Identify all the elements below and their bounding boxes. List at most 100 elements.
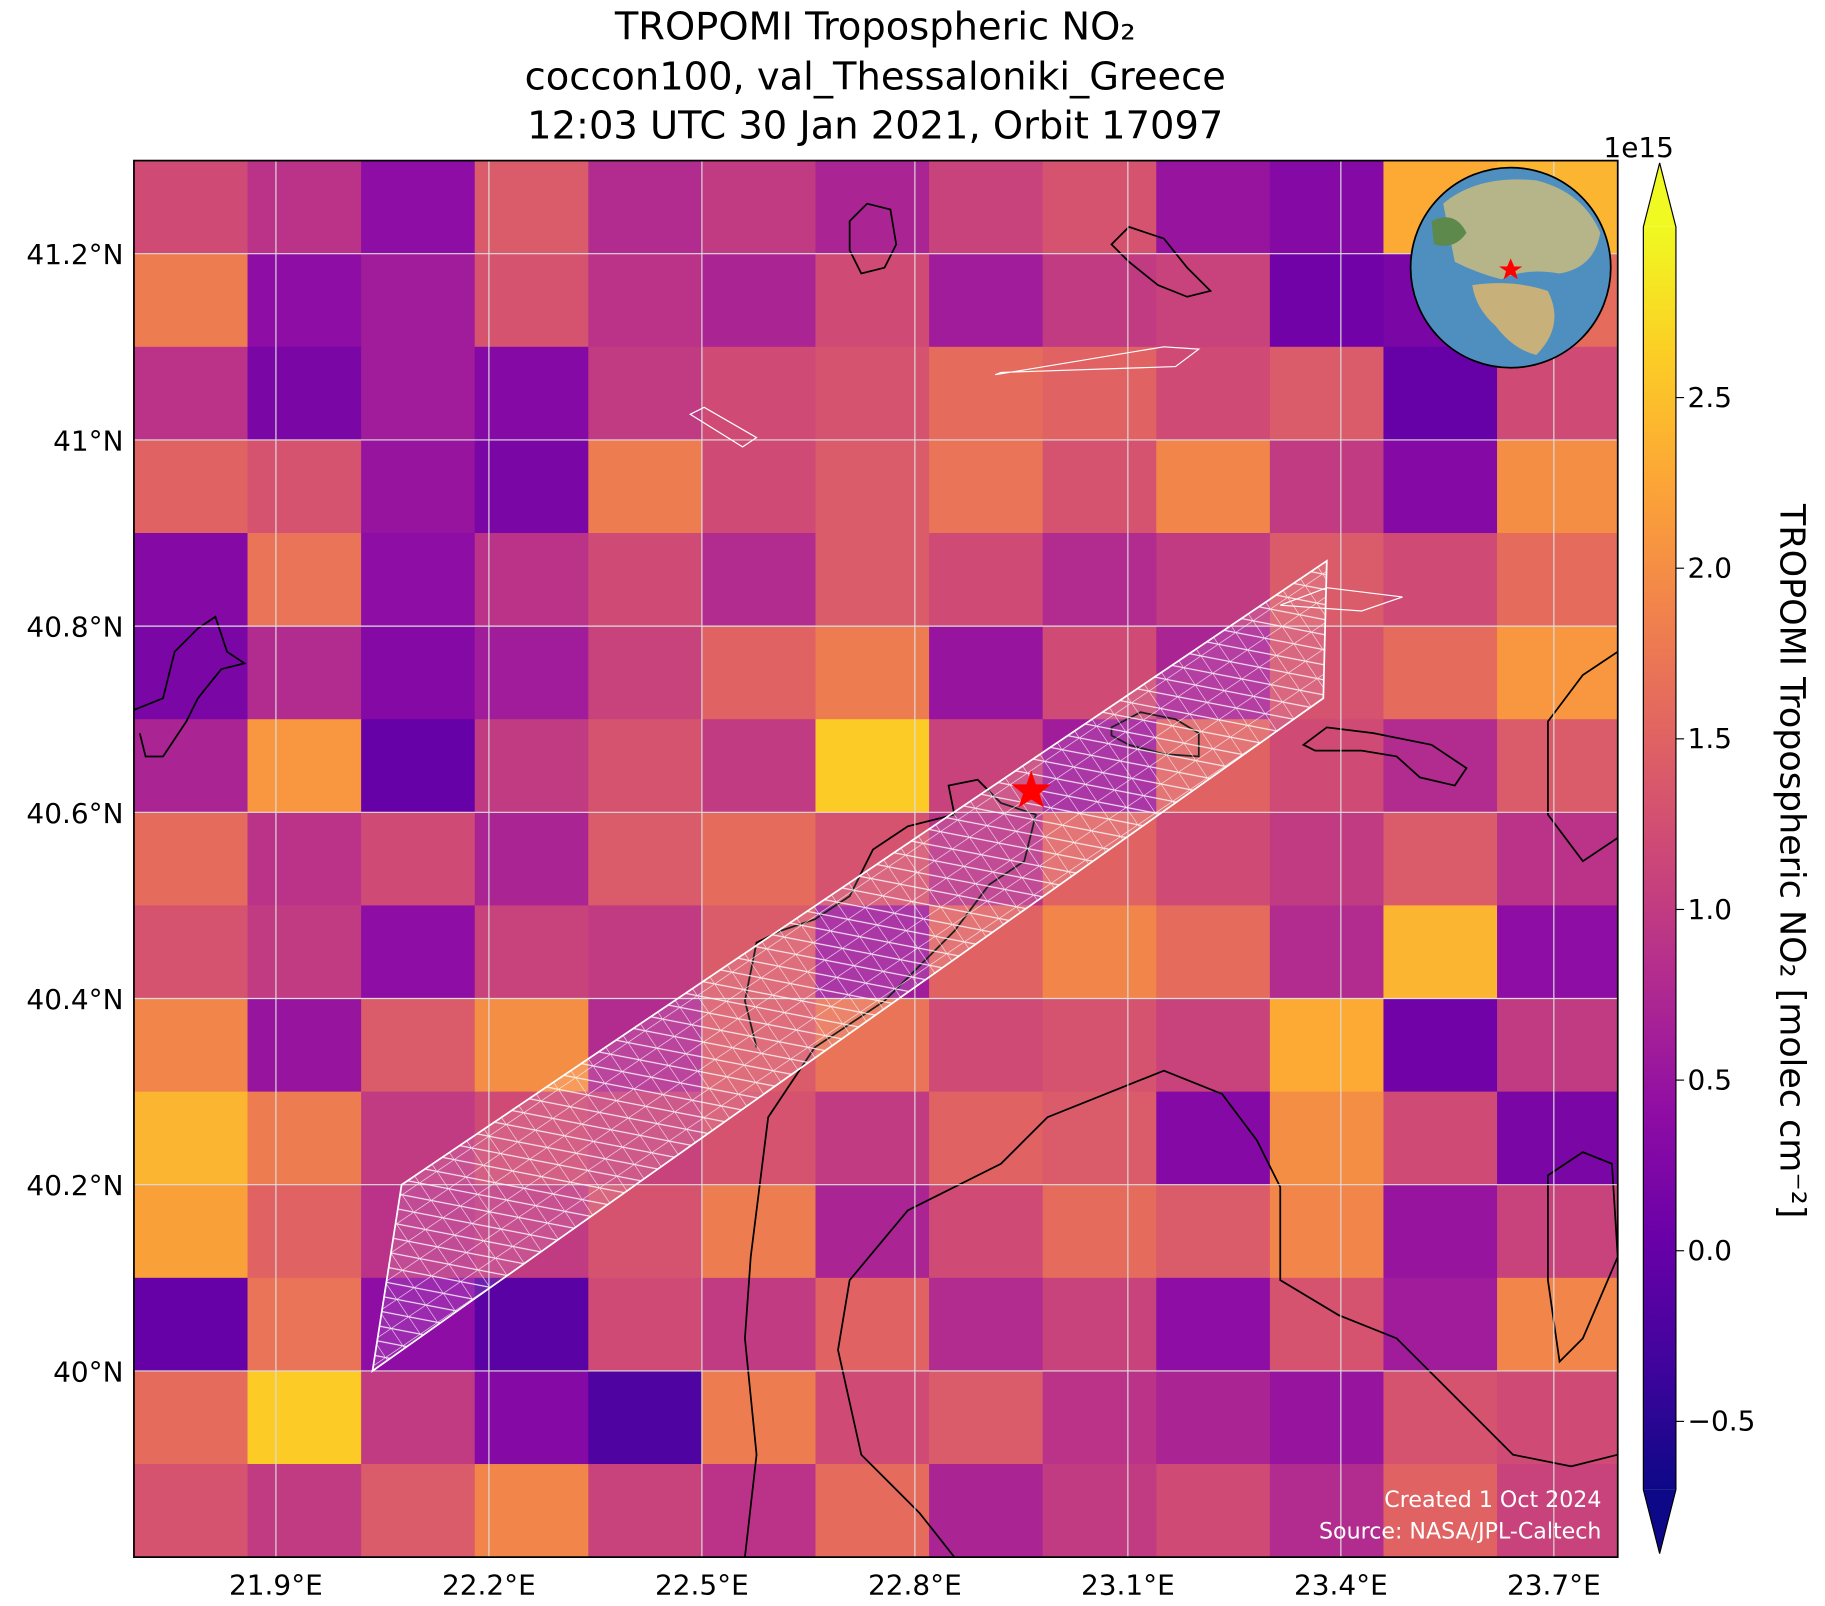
- no2-cell: [929, 1370, 1044, 1465]
- no2-cell: [247, 1370, 362, 1465]
- no2-cell: [247, 160, 362, 255]
- y-tick-label: 41°N: [53, 424, 123, 457]
- no2-cell: [361, 160, 476, 255]
- no2-cell: [1042, 1464, 1157, 1558]
- no2-cell: [701, 253, 817, 348]
- no2-cell: [815, 1091, 930, 1186]
- no2-cell: [1497, 905, 1618, 1000]
- colorbar-label: TROPOMI Tropospheric NO₂ [molec cm⁻²]: [1772, 503, 1812, 1218]
- colorbar-tick-label: 1.5: [1688, 722, 1732, 755]
- no2-cell: [247, 905, 362, 1000]
- no2-cell: [1269, 998, 1385, 1093]
- no2-cell: [701, 812, 817, 906]
- no2-cell: [1383, 812, 1498, 906]
- title-line: 12:03 UTC 30 Jan 2021, Orbit 17097: [527, 103, 1223, 148]
- colorbar-tick-label: 2.5: [1688, 381, 1732, 414]
- no2-cell: [133, 998, 249, 1093]
- no2-cell: [1156, 253, 1271, 348]
- y-tick-label: 40°N: [53, 1355, 123, 1388]
- no2-cell: [701, 1464, 817, 1558]
- no2-cell: [588, 905, 703, 1000]
- no2-cell: [701, 533, 817, 627]
- no2-cell: [1156, 1184, 1271, 1279]
- no2-cell: [588, 1464, 703, 1558]
- no2-cell: [701, 1277, 817, 1372]
- no2-cell: [361, 719, 476, 813]
- no2-cell: [701, 626, 817, 720]
- no2-cell: [929, 626, 1044, 720]
- no2-cell: [133, 1464, 249, 1558]
- no2-cell: [361, 998, 476, 1093]
- colorbar-outline: [1642, 162, 1677, 1554]
- no2-cell: [474, 1370, 589, 1465]
- no2-cell: [247, 1091, 362, 1186]
- no2-cell: [133, 905, 249, 1000]
- y-tick-label: 40.6°N: [26, 797, 123, 830]
- credit: Created 1 Oct 2024: [1384, 1487, 1601, 1513]
- no2-cell: [929, 1464, 1044, 1558]
- colorbar-extend: [1643, 1489, 1676, 1554]
- no2-cell: [361, 439, 476, 534]
- map-frame: [133, 159, 1619, 1558]
- colorbar-body: [1643, 226, 1676, 1490]
- no2-cell: [1383, 1277, 1498, 1372]
- x-tick-label: 21.9°E: [229, 1568, 323, 1601]
- no2-cell: [1156, 1277, 1271, 1372]
- colorbar-extend: [1643, 162, 1676, 227]
- no2-cell: [1269, 160, 1385, 255]
- site-marker: [1011, 770, 1051, 808]
- no2-cell: [815, 346, 930, 441]
- no2-cell: [701, 439, 817, 534]
- title-line: coccon100, val_Thessaloniki_Greece: [525, 55, 1226, 100]
- no2-cell: [1042, 1370, 1157, 1465]
- no2-cell: [1497, 719, 1618, 813]
- no2-cell: [588, 160, 703, 255]
- no2-cell: [1497, 1464, 1618, 1558]
- no2-cell: [133, 1370, 249, 1465]
- no2-cell: [1383, 1370, 1498, 1465]
- no2-cell: [1156, 1370, 1271, 1465]
- no2-cell: [474, 812, 589, 906]
- no2-cell: [701, 1184, 817, 1279]
- no2-cell: [929, 1184, 1044, 1279]
- no2-cell: [133, 346, 249, 441]
- no2-cell: [588, 1277, 703, 1372]
- no2-cell: [815, 160, 930, 255]
- no2-cell: [815, 533, 930, 627]
- no2-cell: [1269, 346, 1385, 441]
- y-tick-label: 41.2°N: [26, 238, 123, 271]
- no2-cell: [815, 439, 930, 534]
- no2-cell: [1383, 626, 1498, 720]
- no2-cell: [929, 160, 1044, 255]
- no2-cell: [588, 346, 703, 441]
- no2-cell: [474, 346, 589, 441]
- colorbar-tick-label: 0.5: [1688, 1063, 1732, 1096]
- no2-cell: [929, 1091, 1044, 1186]
- no2-cell: [815, 626, 930, 720]
- no2-cell: [1269, 253, 1385, 348]
- no2-cell: [361, 812, 476, 906]
- colorbar-tick-label: 0.0: [1688, 1234, 1732, 1267]
- credit: Source: NASA/JPL-Caltech: [1319, 1519, 1601, 1545]
- no2-cell: [474, 1464, 589, 1558]
- no2-cell: [133, 1091, 249, 1186]
- no2-cell: [1497, 1184, 1618, 1279]
- no2-cell: [929, 346, 1044, 441]
- no2-cell: [133, 1184, 249, 1279]
- no2-cell: [929, 253, 1044, 348]
- no2-cell: [247, 1277, 362, 1372]
- no2-cell: [1269, 439, 1385, 534]
- no2-cell: [815, 1277, 930, 1372]
- no2-cell: [247, 1184, 362, 1279]
- no2-cell: [1269, 719, 1385, 813]
- no2-cell: [1497, 1277, 1618, 1372]
- title-line: TROPOMI Tropospheric NO₂: [614, 5, 1136, 50]
- no2-cell: [1156, 812, 1271, 906]
- x-tick-label: 23.1°E: [1081, 1568, 1175, 1601]
- no2-cell: [1383, 719, 1498, 813]
- no2-cell: [361, 1464, 476, 1558]
- no2-cell: [1156, 1464, 1271, 1558]
- no2-cell: [1042, 533, 1157, 627]
- no2-cell: [247, 719, 362, 813]
- no2-cell: [701, 346, 817, 441]
